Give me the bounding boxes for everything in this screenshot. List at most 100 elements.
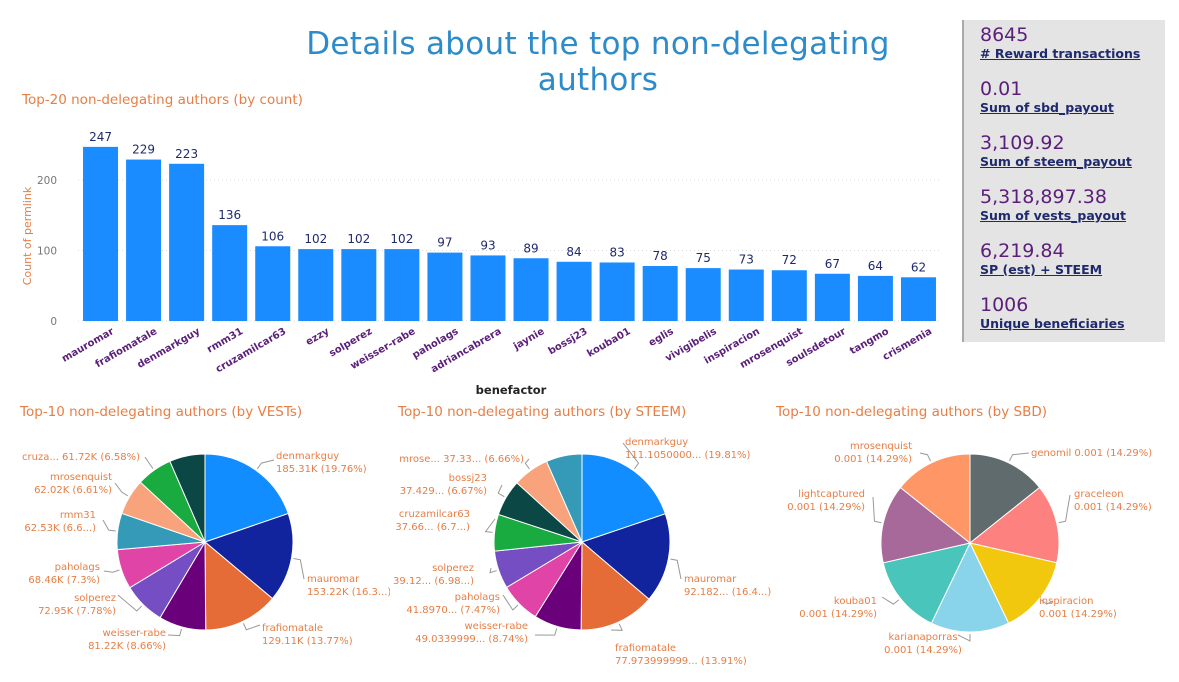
slice-label: 62.02K (6.61%): [34, 485, 112, 496]
slice-label: 68.46K (7.3%): [28, 575, 100, 586]
y-tick-label: 0: [50, 316, 57, 328]
pie-slice: [204, 453, 289, 543]
slice-label: 62.53K (6.6...): [24, 523, 96, 534]
bar: [513, 258, 549, 321]
sbd-pie-chart: genomil 0.001 (14.29%) graceleon 0.001 (14…: [787, 441, 1152, 656]
slice-label: mrosenquist: [50, 472, 112, 483]
pie-slice: [880, 486, 972, 564]
bar: [857, 275, 893, 321]
y-axis-label: Count of permlink: [21, 186, 34, 285]
slice-label: weisser-rabe: [102, 628, 166, 639]
leader-line: [484, 518, 496, 533]
leader-line: [524, 458, 530, 470]
pie-slice: [581, 513, 671, 600]
bar: [556, 261, 592, 321]
slice-label: lightcaptured: [798, 489, 865, 500]
bar-value-label: 223: [175, 147, 198, 161]
slice-label: cruza... 61.72K (6.58%): [22, 452, 140, 463]
kpi-label: Sum of sbd_payout: [980, 100, 1114, 115]
category-label: crismenia: [881, 326, 934, 363]
kpi-card: 8645 # Reward transactions: [980, 24, 1140, 62]
kpi-label: Sum of vests_payout: [980, 208, 1126, 223]
kpi-label: # Reward transactions: [980, 46, 1141, 61]
vests-pie-title: Top-10 non-delegating authors (by VESTs): [20, 404, 303, 420]
pie-slice: [580, 540, 650, 631]
slice-label: 185.31K (19.76%): [276, 464, 367, 475]
leader-line: [1009, 452, 1030, 462]
bar: [384, 249, 420, 321]
slice-label: 0.001 (14.29%): [834, 454, 912, 465]
leader-line: [103, 569, 120, 573]
slice-label: solperez: [432, 563, 474, 574]
kpi-label: Sum of steem_payout: [980, 154, 1132, 169]
slice-label: 111.1050000... (19.81%): [625, 450, 751, 461]
bar-value-label: 247: [89, 130, 112, 144]
pie-slice: [204, 540, 274, 631]
bar-value-label: 64: [868, 259, 883, 273]
bar-value-label: 73: [739, 253, 754, 267]
category-label: eglis: [647, 326, 676, 349]
bar: [341, 249, 377, 321]
sbd-pie-title: Top-10 non-delegating authors (by SBD): [776, 404, 1048, 420]
y-tick-label: 200: [37, 175, 57, 187]
pie-slice: [882, 542, 971, 624]
bar-value-label: 106: [261, 229, 284, 243]
page-title: Details about the top non-delegating aut…: [306, 26, 890, 98]
category-label: kouba01: [585, 326, 632, 360]
bar-value-label: 229: [132, 143, 155, 157]
kpi-value: 5,318,897.38: [980, 186, 1107, 208]
slice-label: rmm31: [60, 510, 96, 521]
slice-label: karianaporras: [888, 632, 957, 643]
slice-label: 0.001 (14.29%): [1074, 502, 1152, 513]
slice-label: frafiomatale: [615, 643, 676, 654]
bar-value-label: 102: [304, 232, 327, 246]
pie-slice: [581, 453, 666, 543]
bar: [900, 277, 936, 321]
leader-line: [534, 628, 558, 636]
slice-label: frafiomatale: [262, 623, 323, 634]
bar-value-label: 84: [566, 245, 581, 259]
leader-line: [114, 482, 129, 497]
slice-label: cruzamilcar63: [399, 509, 470, 520]
bar-value-label: 67: [825, 257, 840, 271]
x-axis-label: benefactor: [476, 383, 547, 397]
slice-label: mrose... 37.33... (6.66%): [399, 454, 524, 465]
bar: [599, 262, 635, 321]
slice-label: 37.66... (6.7...): [395, 522, 470, 533]
bar-value-label: 62: [911, 260, 926, 274]
leader-line: [489, 567, 497, 574]
leader-line: [167, 628, 183, 637]
slice-label: genomil 0.001 (14.29%): [1031, 448, 1152, 459]
leader-line: [610, 623, 623, 631]
slice-label: mauromar: [307, 574, 360, 585]
bar: [298, 249, 334, 321]
slice-label: 153.22K (16.3...): [307, 587, 390, 598]
bar: [728, 269, 764, 321]
category-label: jaynie: [511, 326, 547, 353]
slice-label: 92.182... (16.4...): [684, 587, 771, 598]
leader-line: [102, 519, 116, 532]
leader-line: [670, 558, 682, 580]
leader-line: [117, 594, 143, 612]
slice-label: 0.001 (14.29%): [799, 609, 877, 620]
bar-value-label: 72: [782, 253, 797, 267]
slice-label: 0.001 (14.29%): [884, 645, 962, 656]
kpi-panel: 8645 # Reward transactions 0.01 Sum of sbd_…: [962, 20, 1165, 342]
pie-slice: [969, 542, 1058, 624]
slice-label: 39.12... (6.98...): [393, 576, 474, 587]
leader-line: [872, 496, 882, 524]
bar-value-label: 102: [347, 232, 370, 246]
bar: [814, 273, 850, 321]
kpi-value: 6,219.84: [980, 240, 1065, 262]
leader-line: [1058, 494, 1071, 524]
kpi-label: SP (est) + STEEM: [980, 262, 1103, 277]
slice-label: 81.22K (8.66%): [88, 641, 166, 652]
slice-label: mauromar: [684, 574, 737, 585]
bar: [212, 225, 248, 321]
bar: [255, 246, 291, 321]
leader-line: [919, 452, 931, 462]
slice-label: bossj23: [449, 473, 487, 484]
bar-value-label: 78: [653, 249, 668, 263]
leader-line: [144, 456, 154, 469]
bar-chart-title: Top-20 non-delegating authors (by count): [22, 92, 303, 108]
